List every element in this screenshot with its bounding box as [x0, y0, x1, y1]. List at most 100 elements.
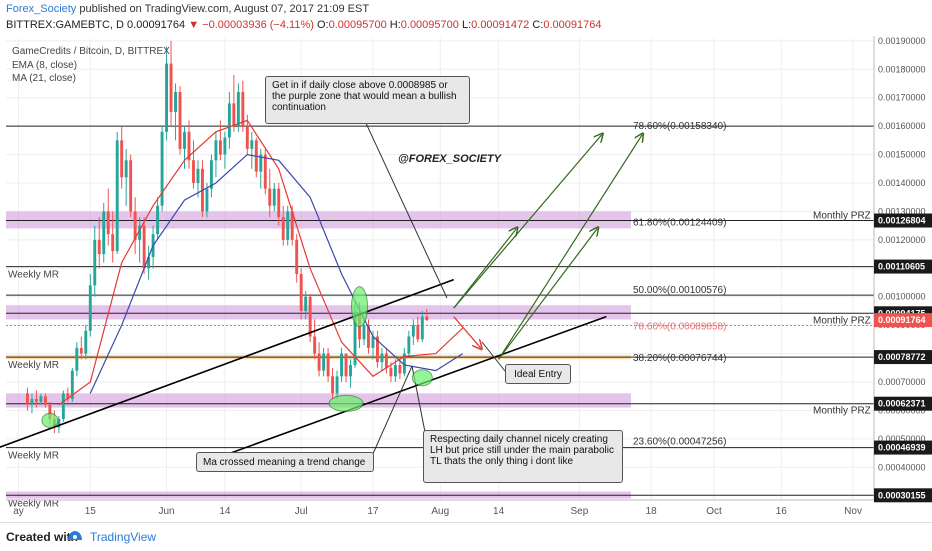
candle [174, 83, 177, 141]
candle-body [106, 211, 110, 235]
time-tick-label: Sep [570, 506, 588, 517]
published-text: published on TradingView.com, August 07,… [76, 3, 370, 15]
candle [34, 390, 38, 408]
candle [313, 319, 317, 360]
time-tick-label: 16 [776, 506, 788, 517]
candle [326, 347, 330, 383]
candle [416, 316, 420, 343]
candle [259, 148, 263, 189]
candle [411, 319, 415, 346]
candle [187, 120, 191, 169]
candle [97, 217, 101, 269]
author-link[interactable]: Forex_Society [6, 3, 77, 15]
annotation-note-ideal-entry: Ideal Entry [505, 364, 571, 384]
fib-label-5: 23.60%(0.00047256) [633, 437, 726, 448]
highlight-ellipse-2 [411, 369, 433, 387]
created-with-label: Created with [6, 530, 79, 544]
open-label: O: [316, 19, 329, 31]
candle-body [407, 336, 411, 354]
candle [43, 393, 47, 408]
candle-body [375, 336, 379, 363]
candle [183, 126, 186, 169]
candle-body [420, 316, 424, 340]
candle-body [389, 367, 393, 377]
candle-body [88, 285, 92, 331]
candle-body [26, 393, 29, 405]
candle [232, 74, 236, 132]
candle-body [214, 140, 218, 161]
candle [178, 86, 182, 155]
price-label-6: 0.00046939 [878, 443, 926, 453]
fib-label-3: 78.60%(0.00089858) [633, 322, 726, 333]
candle-body [79, 347, 83, 354]
candle [147, 245, 151, 280]
candle [317, 342, 321, 377]
candle-body [326, 353, 330, 377]
price-label-3: 0.00091764 [878, 315, 926, 325]
candle-body [416, 325, 420, 340]
highlight-ellipse-0 [351, 286, 369, 328]
hline-right-label-1: Monthly PRZ [813, 211, 871, 222]
candle-body [398, 364, 402, 374]
candle [375, 330, 379, 368]
last-price: 0.00091764 [127, 19, 186, 31]
price-label-box-4 [874, 350, 932, 365]
candle [322, 347, 326, 377]
candle [102, 202, 106, 263]
candle [26, 387, 29, 411]
candle-body [205, 188, 209, 212]
red-arrow [453, 316, 481, 348]
candle-body [367, 325, 370, 348]
candle-body [156, 205, 160, 235]
candle [79, 336, 83, 360]
price-label-box-1 [874, 259, 932, 274]
candle-body [304, 296, 308, 311]
fib-label-0: 78.60%(0.00158340) [633, 121, 726, 132]
time-tick-label: 14 [493, 506, 505, 517]
candle [380, 347, 384, 371]
hline-right-label-4: Monthly PRZ [813, 315, 871, 326]
tradingview-logo-icon [68, 531, 82, 540]
candle [106, 188, 110, 246]
candle [335, 370, 339, 400]
candle [70, 367, 74, 402]
candle [156, 197, 160, 240]
time-tick-label: Jul [295, 506, 308, 517]
candle [61, 390, 65, 422]
publish-line: Forex_Society published on TradingView.c… [6, 3, 369, 15]
hline-right-label-6: Monthly PRZ [813, 406, 871, 417]
projection-arrow-3 [498, 135, 643, 360]
price-tick-label: 0.00180000 [878, 64, 926, 74]
candle [30, 393, 34, 414]
candle-body [133, 211, 137, 240]
candle-body [57, 418, 61, 428]
price-label-box-0 [874, 213, 932, 228]
candle [205, 182, 209, 218]
candle-body [178, 92, 182, 149]
hline-left-label-5: Weekly MR [8, 360, 59, 371]
candle-body [277, 188, 281, 218]
candle-body [66, 393, 70, 400]
candle [367, 319, 370, 354]
candle-body [353, 313, 357, 365]
price-tick-label: 0.00040000 [878, 462, 926, 472]
candle [331, 367, 335, 400]
close-label: C: [532, 19, 544, 31]
tradingview-brand[interactable]: TradingView [90, 530, 157, 544]
price-tick-label: 0.00070000 [878, 377, 926, 387]
trendline-1 [206, 315, 607, 463]
highlight-ellipse-1 [328, 394, 364, 412]
price-label-1: 0.00110605 [878, 262, 925, 272]
candle [349, 359, 352, 388]
candle-body [84, 330, 88, 354]
annotation-note-channel: Respecting daily channel nicely creating… [423, 430, 623, 483]
price-label-box-7 [874, 488, 932, 503]
candle-body [308, 296, 312, 337]
price-tick-label: 0.00140000 [878, 178, 926, 188]
price-label-7: 0.00030155 [878, 490, 926, 500]
footer: Created with TradingView [0, 522, 932, 551]
price-tick-label: 0.00050000 [878, 434, 926, 444]
price-tick-label: 0.00120000 [878, 235, 926, 245]
candle [407, 330, 411, 357]
open-value: 0.00095700 [328, 19, 387, 31]
